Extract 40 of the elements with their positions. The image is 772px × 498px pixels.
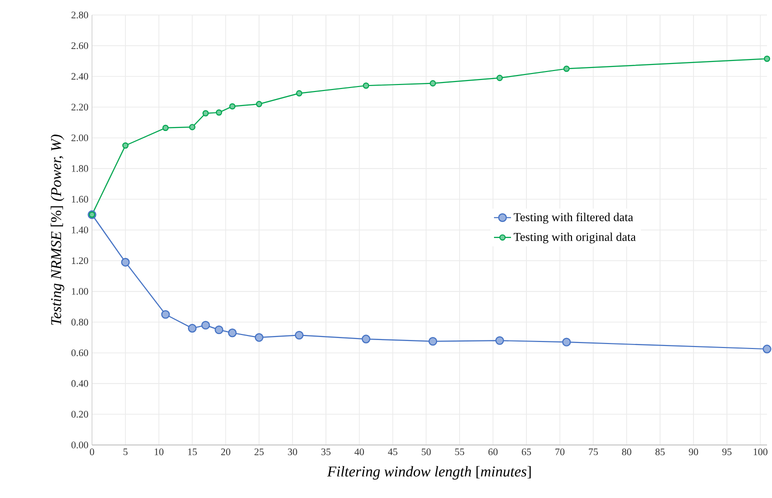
x-tick-label: 35 [321, 448, 331, 456]
x-tick-label: 55 [455, 448, 464, 456]
y-tick-label: 2.00 [71, 134, 88, 142]
y-tick-label: 0.00 [71, 442, 88, 448]
y-tick-label: 1.40 [72, 226, 88, 234]
x-tick-label: 65 [522, 448, 532, 456]
y-axis-title: Testing NRMSE [%] (Power, W) [50, 134, 64, 325]
y-tick-label: 2.40 [71, 73, 88, 80]
x-tick-label: 100 [754, 448, 768, 456]
x-tick-label: 50 [422, 448, 431, 456]
x-tick-label: 40 [354, 448, 364, 456]
y-tick-label: 1.80 [72, 165, 88, 172]
y-tick-label: 1.20 [72, 257, 88, 264]
y-tick-label: 1.60 [72, 196, 88, 203]
y-tick-label: 0.60 [71, 349, 88, 356]
y-tick-label: 0.80 [71, 318, 88, 326]
x-tick-label: 20 [221, 448, 230, 456]
x-tick-label: 15 [188, 448, 197, 456]
y-tick-label: 2.60 [71, 42, 88, 50]
x-tick-label: 75 [588, 448, 598, 456]
legend-label: Testing with filtered data [514, 212, 634, 224]
x-tick-label: 95 [722, 448, 732, 456]
y-tick-label: 2.20 [71, 104, 88, 111]
y-tick-label: 0.40 [71, 380, 88, 387]
y-tick-label: 1.00 [72, 288, 88, 295]
x-tick-label: 80 [622, 448, 632, 456]
x-axis-title: Filtering window length [minutes] [327, 466, 531, 480]
x-tick-label: 25 [254, 448, 264, 456]
x-tick-label: 5 [124, 448, 128, 456]
x-tick-label: 85 [655, 448, 665, 456]
x-tick-label: 60 [488, 448, 498, 456]
x-tick-label: 0 [90, 448, 94, 456]
y-tick-label: 2.80 [71, 12, 88, 18]
x-tick-label: 70 [556, 448, 564, 456]
x-tick-label: 10 [154, 448, 164, 456]
x-tick-label: 45 [388, 448, 398, 456]
y-tick-label: 0.20 [71, 410, 88, 418]
legend-label: Testing with original data [514, 232, 636, 244]
x-tick-label: 30 [288, 448, 298, 456]
x-tick-label: 90 [688, 448, 698, 456]
